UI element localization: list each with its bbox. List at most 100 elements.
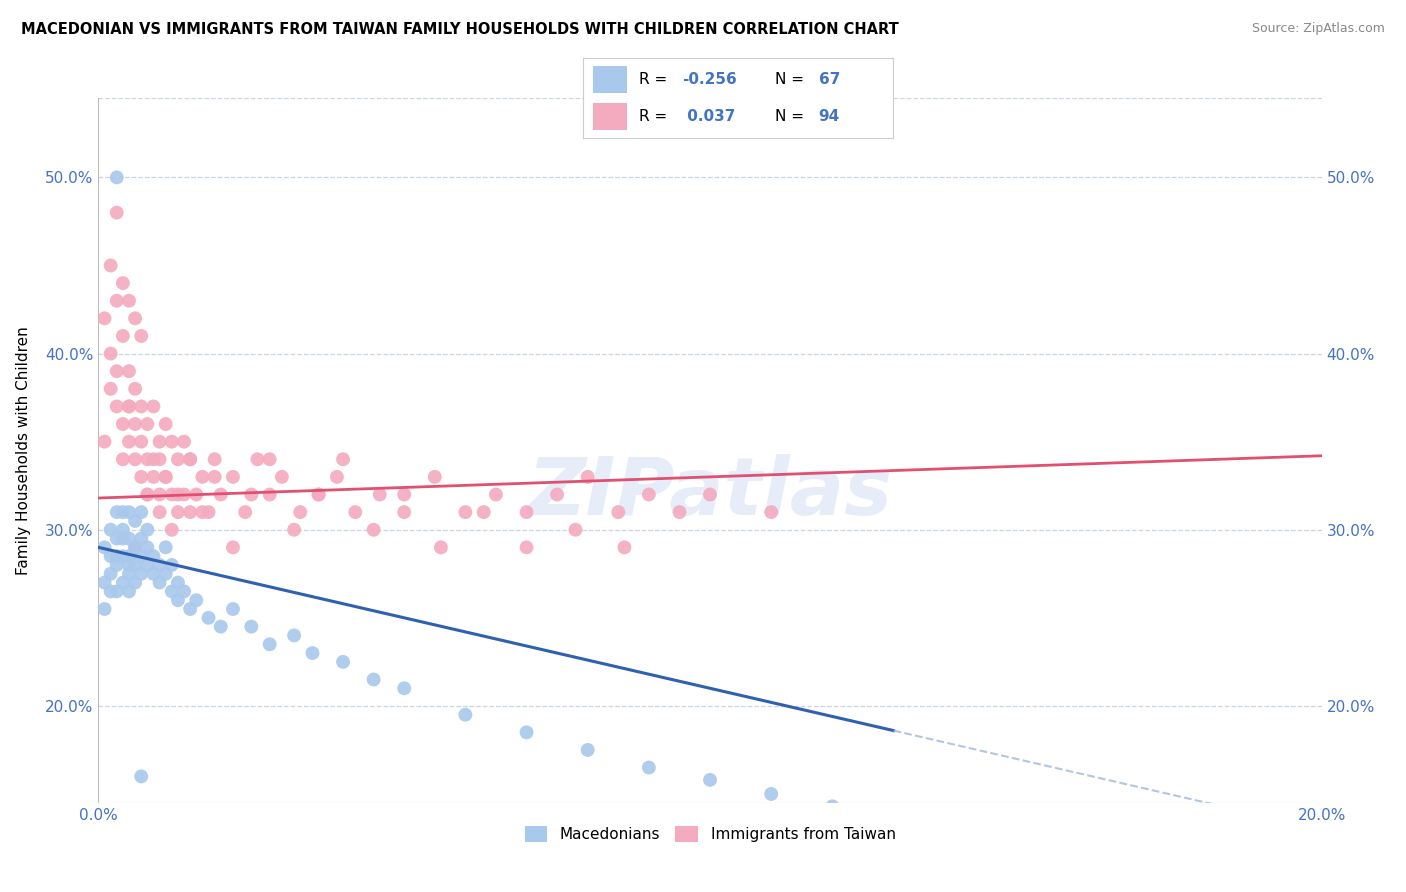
Point xyxy=(155,566,177,581)
Point xyxy=(308,487,330,501)
Text: -0.256: -0.256 xyxy=(682,72,737,87)
Point xyxy=(179,505,201,519)
Point xyxy=(111,452,134,467)
Text: ZIPatlas: ZIPatlas xyxy=(527,454,893,532)
Text: R =: R = xyxy=(640,72,672,87)
Point xyxy=(368,487,391,501)
Point xyxy=(129,505,152,519)
Point xyxy=(93,575,115,590)
Point xyxy=(259,637,281,651)
Point xyxy=(93,602,115,616)
Point xyxy=(111,549,134,564)
Point xyxy=(160,434,183,449)
Legend: Macedonians, Immigrants from Taiwan: Macedonians, Immigrants from Taiwan xyxy=(519,820,901,848)
Point xyxy=(100,346,122,360)
Point xyxy=(167,505,190,519)
Point xyxy=(129,434,152,449)
Point xyxy=(222,602,245,616)
Point xyxy=(516,725,538,739)
Point xyxy=(233,505,256,519)
Point xyxy=(246,452,269,467)
Point xyxy=(209,487,232,501)
Point xyxy=(111,505,134,519)
Point xyxy=(118,566,141,581)
Point xyxy=(173,584,195,599)
Point xyxy=(136,541,159,555)
Point xyxy=(259,452,281,467)
Point xyxy=(516,541,538,555)
Point xyxy=(105,549,128,564)
Text: MACEDONIAN VS IMMIGRANTS FROM TAIWAN FAMILY HOUSEHOLDS WITH CHILDREN CORRELATION: MACEDONIAN VS IMMIGRANTS FROM TAIWAN FAM… xyxy=(21,22,898,37)
Text: R =: R = xyxy=(640,109,672,124)
Point xyxy=(105,558,128,572)
Point xyxy=(423,470,446,484)
Point xyxy=(209,619,232,633)
Point xyxy=(118,532,141,546)
Point xyxy=(326,470,349,484)
Point xyxy=(613,541,636,555)
Point xyxy=(392,505,416,519)
Point xyxy=(759,787,782,801)
Point xyxy=(100,382,122,396)
Point xyxy=(160,523,183,537)
Point xyxy=(222,541,245,555)
Point xyxy=(173,434,195,449)
Point xyxy=(392,681,416,696)
Point xyxy=(118,400,141,414)
Point xyxy=(332,655,354,669)
Point xyxy=(111,276,134,290)
Point xyxy=(149,452,172,467)
Point xyxy=(124,417,146,431)
Point xyxy=(564,523,586,537)
Point xyxy=(167,575,190,590)
Point xyxy=(105,532,128,546)
Point xyxy=(118,293,141,308)
Point xyxy=(100,259,122,273)
Point xyxy=(129,470,152,484)
FancyBboxPatch shape xyxy=(593,66,627,94)
Point xyxy=(149,558,172,572)
Point xyxy=(607,505,630,519)
Point xyxy=(111,532,134,546)
Point xyxy=(332,452,354,467)
Point xyxy=(283,523,305,537)
Point xyxy=(105,364,128,378)
Point xyxy=(124,311,146,326)
Point xyxy=(222,470,245,484)
Text: N =: N = xyxy=(775,109,808,124)
Point xyxy=(668,505,690,519)
Point xyxy=(204,470,226,484)
Point xyxy=(129,329,152,343)
Point xyxy=(301,646,323,660)
Point xyxy=(105,505,128,519)
Point xyxy=(118,434,141,449)
Point xyxy=(142,470,165,484)
Point xyxy=(485,487,508,501)
Point xyxy=(118,400,141,414)
Point xyxy=(155,417,177,431)
Point xyxy=(105,293,128,308)
Point xyxy=(179,602,201,616)
Point xyxy=(149,487,172,501)
Point xyxy=(270,470,292,484)
Point xyxy=(142,452,165,467)
Point xyxy=(191,505,214,519)
Point xyxy=(118,584,141,599)
Point xyxy=(821,799,844,814)
Point xyxy=(883,814,905,828)
Point xyxy=(100,566,122,581)
Point xyxy=(124,541,146,555)
Point xyxy=(105,400,128,414)
Point xyxy=(111,329,134,343)
Point xyxy=(124,575,146,590)
Point xyxy=(160,584,183,599)
Point xyxy=(105,205,128,219)
Point xyxy=(167,487,190,501)
Point xyxy=(160,487,183,501)
Point xyxy=(454,505,477,519)
Point xyxy=(100,523,122,537)
Point xyxy=(129,769,152,783)
Point xyxy=(129,549,152,564)
Text: N =: N = xyxy=(775,72,808,87)
Point xyxy=(576,470,599,484)
